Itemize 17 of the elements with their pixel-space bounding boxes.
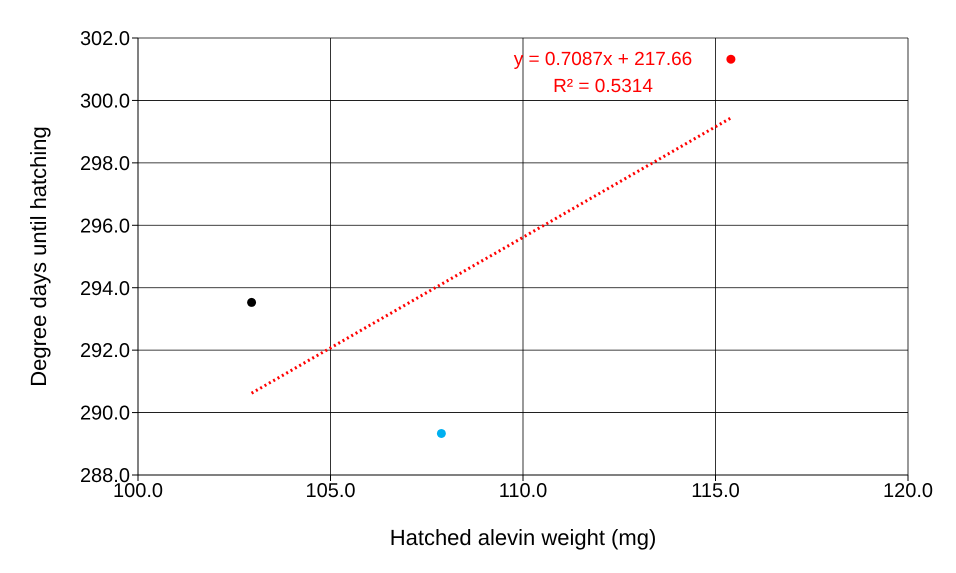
y-tick-label: 296.0 xyxy=(80,215,130,238)
y-tick-label: 300.0 xyxy=(80,90,130,113)
x-tick-label: 115.0 xyxy=(691,480,740,502)
y-axis-title: Degree days until hatching xyxy=(26,126,51,387)
point xyxy=(247,298,256,307)
x-tick-label: 105.0 xyxy=(305,480,356,502)
y-tick-label: 294.0 xyxy=(80,278,130,300)
y-tick-label: 302.0 xyxy=(80,28,130,50)
y-tick-label: 290.0 xyxy=(80,402,130,425)
x-tick-label: 110.0 xyxy=(498,480,548,502)
y-tick-label: 298.0 xyxy=(80,152,130,175)
x-axis-title: Hatched alevin weight (mg) xyxy=(390,525,656,550)
x-tick-label: 120.0 xyxy=(882,480,934,502)
y-tick-label: 292.0 xyxy=(80,340,130,362)
point xyxy=(436,428,446,438)
point xyxy=(726,54,736,64)
annotation: R² = 0.5314 xyxy=(552,75,654,99)
